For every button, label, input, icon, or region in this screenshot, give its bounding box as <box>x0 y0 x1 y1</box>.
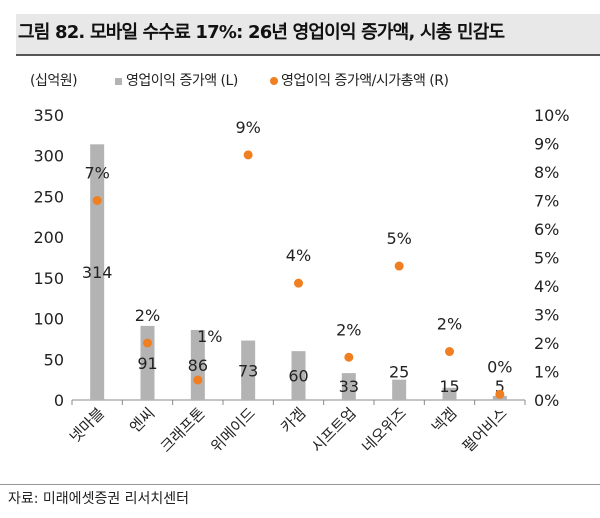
category-label: 넷마블 <box>66 404 108 446</box>
bar-value-label: 314 <box>82 263 113 282</box>
left-axis-tick: 100 <box>33 310 64 329</box>
scatter-point <box>143 338 152 348</box>
bar <box>392 379 407 400</box>
bar-value-label: 73 <box>238 361 258 380</box>
bar <box>341 373 356 400</box>
scatter-value-label: 2% <box>437 315 462 334</box>
bar-value-label: 15 <box>439 377 459 396</box>
scatter-value-label: 1% <box>197 327 222 346</box>
scatter-value-label: 5% <box>386 229 411 248</box>
title-band: 그림 82. 모바일 수수료 17%: 26년 영업이익 증가액, 시총 민감도 <box>16 14 600 56</box>
category-label: 네오위즈 <box>358 404 410 456</box>
bar-value-label: 91 <box>137 354 157 373</box>
right-axis-tick: 2% <box>534 334 559 353</box>
legend-bar-label: 영업이익 증가액 (L) <box>126 73 238 89</box>
right-axis-tick: 6% <box>534 220 559 239</box>
chart-title: 그림 82. 모바일 수수료 17%: 26년 영업이익 증가액, 시총 민감도 <box>18 22 505 43</box>
bar <box>90 144 105 400</box>
scatter-value-label: 9% <box>235 118 260 137</box>
scatter-value-label: 0% <box>487 357 512 376</box>
bar <box>442 387 457 400</box>
left-axis-tick: 200 <box>33 228 64 247</box>
scatter-point <box>193 375 203 385</box>
scatter-value-label: 4% <box>286 246 311 265</box>
right-axis-tick: 0% <box>534 391 559 410</box>
right-axis-tick: 5% <box>534 249 559 268</box>
left-axis-tick: 300 <box>33 147 64 166</box>
right-axis-tick: 4% <box>534 277 559 296</box>
legend-bar: 영업이익 증가액 (L) <box>115 70 238 90</box>
category-label: 펄어비스 <box>459 404 511 456</box>
left-axis-tick: 50 <box>44 350 64 369</box>
category-label: 시프트업 <box>308 404 360 456</box>
right-axis-tick: 9% <box>534 135 559 154</box>
left-axis-tick: 0 <box>54 391 64 410</box>
category-label: 엔씨 <box>126 404 158 436</box>
category-label: 위메이드 <box>207 404 259 456</box>
scatter-point <box>92 196 102 205</box>
right-axis-tick: 10% <box>534 106 570 125</box>
right-axis-tick: 7% <box>534 192 559 211</box>
scatter-value-label: 7% <box>84 164 109 183</box>
scatter-point <box>394 261 404 271</box>
left-axis-tick: 350 <box>33 106 64 125</box>
bar-value-label: 33 <box>339 377 359 396</box>
scatter-point <box>495 389 505 399</box>
category-label: 크래프톤 <box>157 404 209 456</box>
scatter-value-label: 2% <box>336 320 361 339</box>
bar-value-label: 25 <box>389 363 409 382</box>
right-axis-tick: 1% <box>534 363 559 382</box>
bar-value-label: 5 <box>495 377 505 396</box>
bar-value-label: 60 <box>288 367 308 386</box>
scatter-value-label: 2% <box>135 306 160 325</box>
legend-dot: 영업이익 증가액/시가총액 (R) <box>270 70 449 90</box>
unit-label: (십억원) <box>30 73 78 89</box>
left-axis-tick: 250 <box>33 187 64 206</box>
category-label: 넥겜 <box>428 404 460 436</box>
source-note: 자료: 미래에셋증권 리서치센터 <box>8 491 190 507</box>
right-axis-tick: 3% <box>534 306 559 325</box>
scatter-point <box>294 278 303 288</box>
legend-dot-label: 영업이익 증가액/시가총액 (R) <box>281 73 449 89</box>
scatter-point <box>243 150 253 160</box>
bar <box>291 351 306 400</box>
left-axis-tick: 150 <box>33 269 64 288</box>
legend-bar-swatch <box>115 77 122 85</box>
bar <box>241 340 256 400</box>
scatter-point <box>445 347 454 357</box>
footer-divider <box>0 484 600 485</box>
legend-dot-swatch <box>270 77 278 85</box>
scatter-point <box>344 352 354 362</box>
right-axis-tick: 8% <box>534 163 559 182</box>
bar-value-label: 86 <box>188 356 208 375</box>
category-label: 카겜 <box>277 404 309 436</box>
